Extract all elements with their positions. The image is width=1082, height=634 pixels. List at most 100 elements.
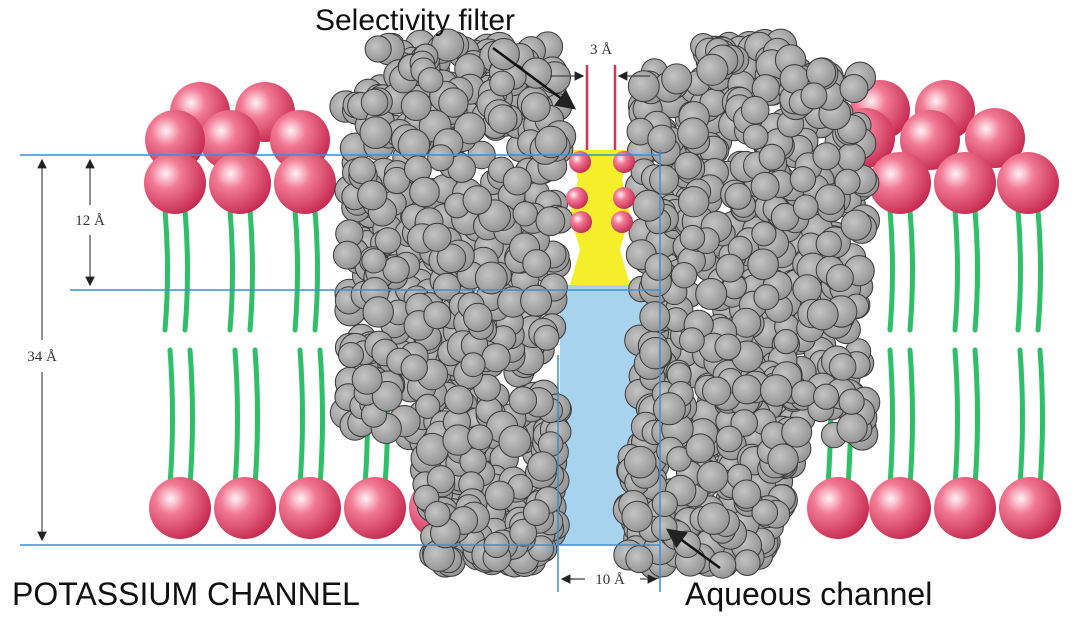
atom: [792, 274, 823, 304]
atom: [696, 460, 729, 493]
atom: [674, 151, 702, 180]
atom: [649, 164, 680, 195]
title: POTASSIUM CHANNEL: [12, 576, 360, 612]
lipid-tail: [972, 207, 980, 333]
dimension-label: 10 Å: [595, 572, 625, 588]
atom: [361, 248, 387, 274]
atom: [374, 227, 402, 254]
dimension-arrows: [37, 71, 658, 584]
atom: [679, 327, 705, 354]
atom: [417, 67, 444, 93]
protein: [329, 28, 881, 580]
atom: [670, 262, 698, 289]
atom: [509, 518, 538, 547]
atom: [724, 182, 752, 210]
atom: [463, 302, 493, 333]
lipid-tail: [227, 207, 235, 333]
atom: [840, 209, 872, 241]
atom: [382, 256, 410, 284]
filter-atom: [613, 151, 635, 173]
lipid-tail: [952, 347, 960, 488]
lipid-tail: [167, 347, 175, 488]
atom: [360, 88, 389, 117]
atom: [522, 249, 552, 278]
atom: [453, 112, 486, 145]
atom: [814, 184, 846, 215]
lipid-head: [869, 477, 931, 539]
atom: [677, 117, 709, 150]
label: Aqueous channel: [685, 576, 932, 612]
atom: [383, 166, 411, 195]
dimension-label: 34 Å: [27, 349, 57, 365]
atom: [742, 123, 769, 150]
lipid-tail: [182, 207, 190, 333]
lipid-tail: [887, 347, 895, 488]
atom: [839, 74, 869, 103]
atom: [627, 70, 660, 103]
atom: [415, 393, 441, 419]
lipid-head: [274, 152, 336, 214]
atom: [520, 92, 551, 122]
atom: [702, 376, 732, 406]
lipid-tail: [887, 207, 895, 333]
atom: [438, 87, 469, 118]
atom: [535, 206, 566, 237]
atom: [652, 392, 686, 426]
lipid-tail: [972, 347, 980, 488]
atom: [487, 104, 518, 134]
atom: [427, 144, 455, 172]
lipid-tail: [907, 347, 915, 488]
atom: [695, 278, 728, 310]
lipid-tail: [907, 207, 915, 333]
label: Selectivity filter: [315, 4, 515, 37]
lipid-tail: [297, 347, 305, 488]
pointer-arrow: [492, 46, 577, 110]
atom: [758, 143, 786, 171]
lipid-tail: [1017, 347, 1025, 488]
atom: [364, 35, 392, 63]
filter-atom: [569, 151, 591, 173]
atom: [533, 324, 560, 351]
atom: [444, 385, 474, 415]
atom: [731, 374, 762, 405]
atom: [357, 180, 388, 211]
lipid-head: [965, 108, 1025, 168]
atom: [740, 95, 770, 125]
atom: [481, 343, 511, 373]
atom: [436, 243, 467, 274]
atom: [685, 433, 716, 464]
atom: [760, 374, 793, 407]
atom: [423, 301, 452, 330]
atom: [661, 63, 693, 95]
atom: [715, 253, 745, 283]
lipid-tail: [1015, 207, 1023, 333]
atom: [432, 272, 461, 301]
filter-atom: [613, 187, 635, 209]
filter-atom: [566, 187, 588, 209]
atom: [348, 156, 377, 185]
lipid-head: [869, 152, 931, 214]
atom: [734, 549, 761, 577]
pointer-arrow: [665, 528, 721, 570]
lipid-tail: [187, 347, 195, 488]
atom: [697, 502, 730, 535]
atom: [371, 380, 403, 412]
filter-width-lines: [585, 65, 617, 150]
atom: [508, 386, 538, 415]
lipid-tail: [162, 207, 170, 333]
atom: [679, 224, 706, 251]
atom: [332, 240, 362, 270]
filter-atoms: [566, 151, 635, 233]
atom: [523, 499, 550, 526]
atom: [512, 201, 538, 227]
atom: [813, 383, 840, 410]
atom: [644, 253, 673, 281]
atom: [474, 261, 508, 295]
lipid-head: [900, 110, 960, 170]
atom: [828, 353, 857, 381]
atom: [651, 490, 678, 517]
lipid-head: [209, 152, 271, 214]
lipid-head: [934, 477, 996, 539]
lipid-head: [807, 477, 869, 539]
